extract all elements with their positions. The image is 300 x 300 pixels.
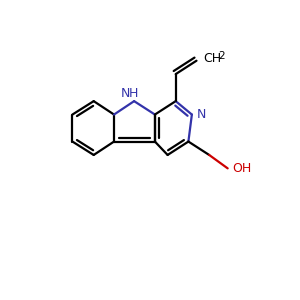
Text: H: H — [128, 87, 138, 100]
Text: 2: 2 — [218, 51, 225, 61]
Text: N: N — [197, 108, 206, 121]
Text: N: N — [121, 87, 130, 100]
Text: CH: CH — [203, 52, 221, 65]
Text: OH: OH — [232, 162, 251, 175]
